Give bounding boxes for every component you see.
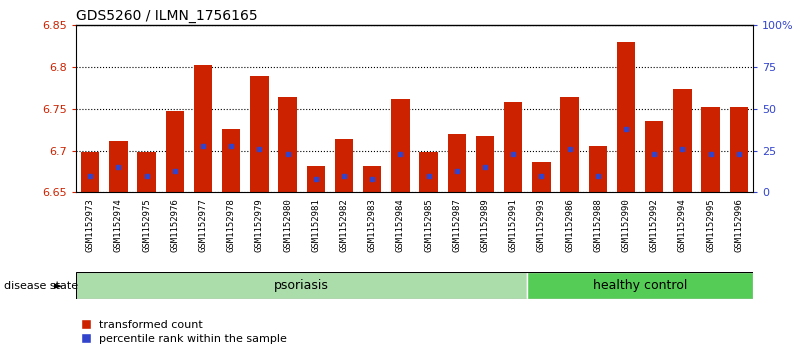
Text: GSM1152975: GSM1152975 xyxy=(142,198,151,252)
Bar xyxy=(363,166,381,192)
Text: GSM1152986: GSM1152986 xyxy=(566,198,574,252)
Bar xyxy=(730,107,748,192)
Bar xyxy=(250,76,268,192)
Text: GSM1152988: GSM1152988 xyxy=(594,198,602,252)
Bar xyxy=(194,65,212,192)
Text: GSM1152973: GSM1152973 xyxy=(86,198,95,252)
Text: psoriasis: psoriasis xyxy=(274,280,329,292)
Text: GSM1152992: GSM1152992 xyxy=(650,198,658,252)
Bar xyxy=(279,97,297,192)
Bar xyxy=(674,89,691,192)
Bar xyxy=(81,152,99,192)
Bar xyxy=(109,140,127,192)
Legend: transformed count, percentile rank within the sample: transformed count, percentile rank withi… xyxy=(82,321,288,344)
Text: GSM1152979: GSM1152979 xyxy=(255,198,264,252)
Text: GSM1152990: GSM1152990 xyxy=(622,198,630,252)
Text: GSM1152989: GSM1152989 xyxy=(481,198,489,252)
Bar xyxy=(527,272,753,299)
Bar xyxy=(448,134,466,192)
Text: GSM1152987: GSM1152987 xyxy=(453,198,461,252)
Text: GSM1152983: GSM1152983 xyxy=(368,198,376,252)
Bar xyxy=(702,107,720,192)
Bar xyxy=(76,272,527,299)
Bar xyxy=(645,121,663,192)
Text: GSM1152996: GSM1152996 xyxy=(735,198,743,252)
Bar xyxy=(391,99,409,192)
Bar xyxy=(420,152,438,192)
Bar xyxy=(166,111,184,192)
Text: GSM1152991: GSM1152991 xyxy=(509,198,517,252)
Text: disease state: disease state xyxy=(4,281,78,291)
Text: GSM1152995: GSM1152995 xyxy=(706,198,715,252)
Text: GSM1152993: GSM1152993 xyxy=(537,198,546,252)
Bar xyxy=(532,162,550,192)
Bar xyxy=(589,146,607,192)
Bar xyxy=(307,166,325,192)
Text: GDS5260 / ILMN_1756165: GDS5260 / ILMN_1756165 xyxy=(76,9,258,23)
Text: GSM1152981: GSM1152981 xyxy=(312,198,320,252)
Bar xyxy=(335,139,353,192)
Text: GSM1152984: GSM1152984 xyxy=(396,198,405,252)
Bar xyxy=(222,129,240,192)
Text: GSM1152980: GSM1152980 xyxy=(283,198,292,252)
Bar xyxy=(617,42,635,192)
Bar xyxy=(561,97,579,192)
Bar xyxy=(138,152,155,192)
Bar xyxy=(476,136,494,192)
Text: GSM1152985: GSM1152985 xyxy=(424,198,433,252)
Text: GSM1152978: GSM1152978 xyxy=(227,198,235,252)
Text: GSM1152976: GSM1152976 xyxy=(171,198,179,252)
Text: ►: ► xyxy=(54,281,63,291)
Text: GSM1152994: GSM1152994 xyxy=(678,198,687,252)
Text: GSM1152982: GSM1152982 xyxy=(340,198,348,252)
Text: GSM1152977: GSM1152977 xyxy=(199,198,207,252)
Text: GSM1152974: GSM1152974 xyxy=(114,198,123,252)
Bar xyxy=(504,102,522,192)
Text: healthy control: healthy control xyxy=(593,280,687,292)
